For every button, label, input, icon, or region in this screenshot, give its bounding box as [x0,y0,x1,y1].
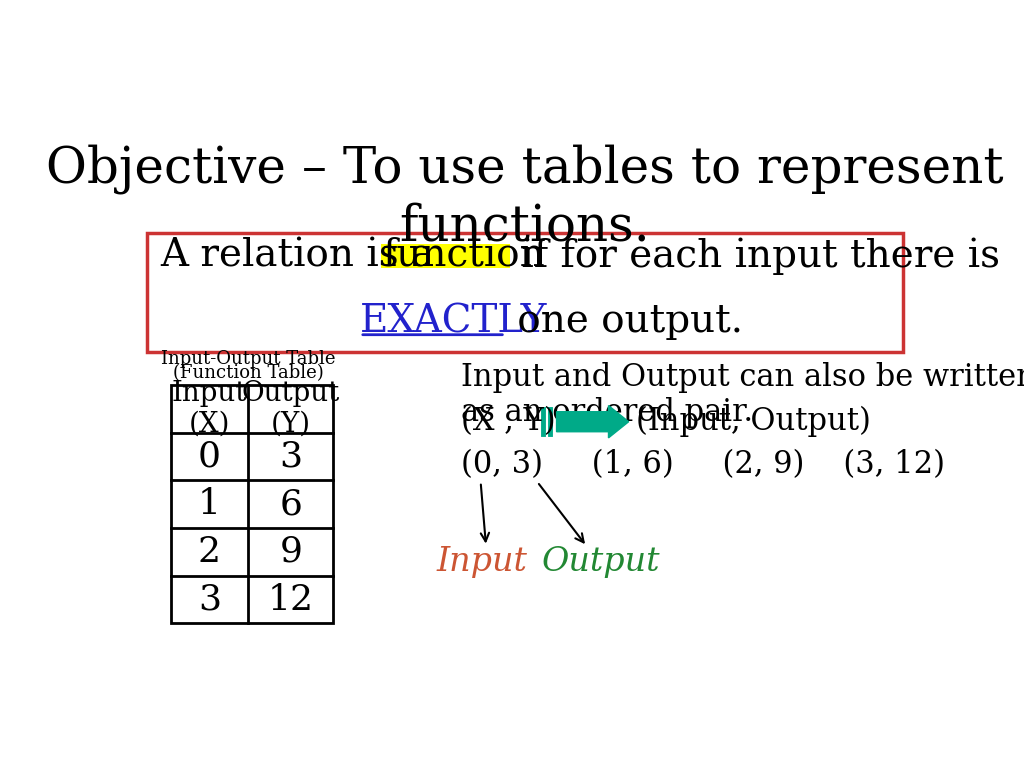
Text: Input and Output can also be written
as an ordered pair.: Input and Output can also be written as … [461,362,1024,429]
Text: (Input, Output): (Input, Output) [636,406,871,437]
Text: Input-Output Table: Input-Output Table [161,349,336,368]
Text: 2: 2 [198,535,221,569]
Text: 1: 1 [198,487,221,521]
Text: EXACTLY: EXACTLY [360,303,548,340]
Text: Output: Output [542,546,660,578]
Text: Output
(Y): Output (Y) [242,379,340,438]
Text: one output.: one output. [505,303,743,340]
Text: Input
(X): Input (X) [172,379,247,438]
Text: 6: 6 [280,487,302,521]
FancyBboxPatch shape [381,244,510,269]
FancyBboxPatch shape [147,233,903,353]
Text: 9: 9 [280,535,302,569]
Text: 12: 12 [267,583,313,617]
Text: (Function Table): (Function Table) [173,364,324,382]
Text: (0, 3)     (1, 6)     (2, 9)    (3, 12): (0, 3) (1, 6) (2, 9) (3, 12) [461,449,945,479]
FancyArrow shape [557,406,629,438]
Bar [171,385,334,624]
Text: if for each input there is: if for each input there is [509,237,999,275]
Text: Objective – To use tables to represent
functions.: Objective – To use tables to represent f… [46,144,1004,252]
Text: function: function [383,237,545,275]
Text: 3: 3 [280,439,302,473]
Text: 3: 3 [198,583,221,617]
Text: Input: Input [437,546,527,578]
Text: A relation is a: A relation is a [161,237,446,275]
Text: (X , Y): (X , Y) [461,406,556,437]
Text: 0: 0 [198,439,221,473]
